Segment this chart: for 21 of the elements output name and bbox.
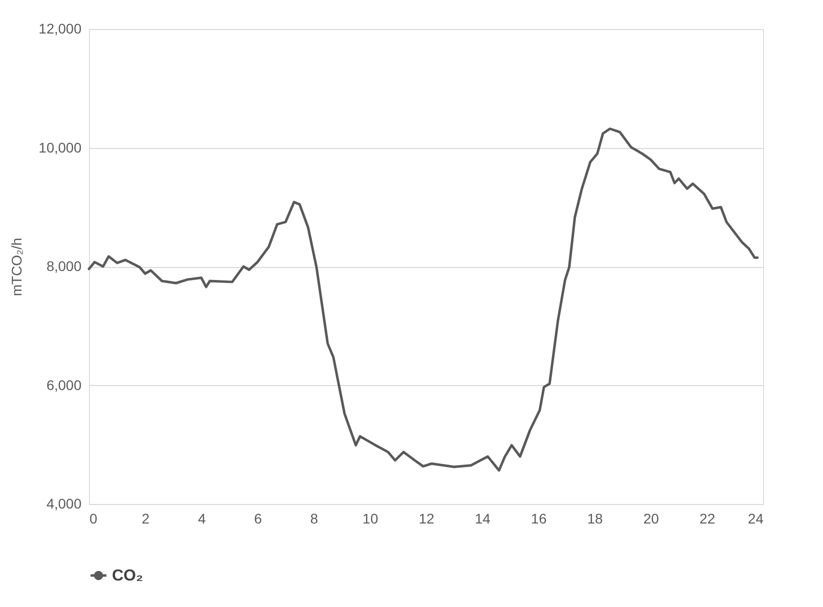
y-tick-label: 12,000 (38, 20, 82, 36)
x-tick-label: 16 (531, 510, 547, 526)
line-series (88, 128, 759, 472)
x-tick-label: 22 (700, 510, 716, 526)
legend-label: CO₂ (112, 568, 144, 584)
x-tick-label: 18 (587, 510, 603, 526)
x-tick-label: 24 (748, 510, 764, 526)
y-tick-label: 10,000 (38, 139, 82, 156)
y-axis-title: mTCO₂/h (8, 238, 25, 296)
x-tick-label: 6 (254, 510, 262, 526)
x-tick-label: 20 (643, 510, 660, 526)
y-tick-label: 6,000 (46, 376, 82, 393)
x-tick-label: 0 (90, 510, 98, 526)
x-tick-label: 10 (362, 510, 378, 526)
y-tick-label: 8,000 (46, 258, 82, 274)
x-tick-label: 2 (142, 510, 150, 526)
x-tick-label: 12 (418, 510, 434, 526)
x-tick-label: 8 (310, 510, 318, 526)
x-tick-label: 4 (198, 510, 206, 526)
x-tick-label: 14 (474, 510, 491, 526)
y-tick-label: 4,000 (46, 496, 82, 512)
